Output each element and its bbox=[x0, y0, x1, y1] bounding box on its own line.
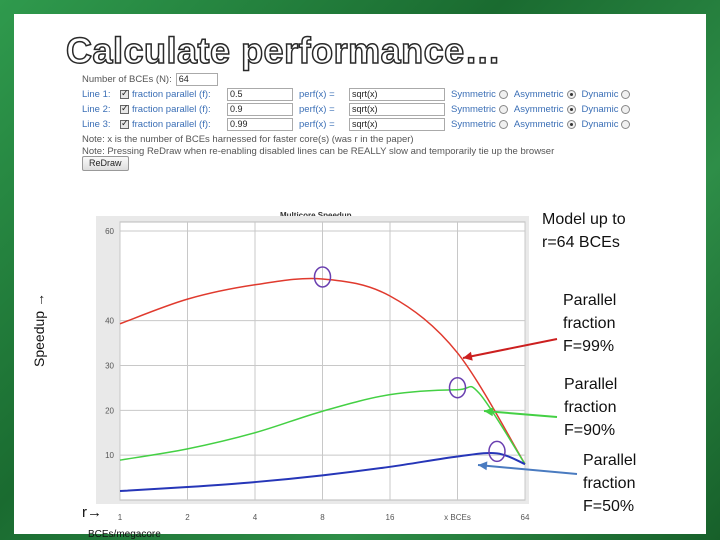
x-tick-label: 16 bbox=[386, 513, 395, 522]
line-2-fraction-input[interactable]: 0.9 bbox=[227, 102, 293, 116]
fraction-label: fraction parallel (f): bbox=[132, 103, 211, 115]
slide-title: Calculate performance… bbox=[65, 29, 502, 72]
asymmetric-label: Asymmetric bbox=[513, 88, 564, 100]
series-line-f90 bbox=[119, 385, 526, 465]
annotation-line: F=90% bbox=[564, 422, 616, 439]
note-2: Note: Pressing ReDraw when re-enabling d… bbox=[82, 145, 555, 157]
arrow-f50-head bbox=[478, 461, 488, 471]
line-row-1: Line 1: fraction parallel (f): 0.5 perf(… bbox=[82, 87, 636, 101]
series-line-f50 bbox=[119, 452, 526, 493]
annotation-line: Model up to bbox=[542, 211, 626, 228]
line-3-symmetric-radio[interactable] bbox=[498, 119, 508, 129]
line-2-checkbox[interactable] bbox=[120, 103, 129, 114]
line-1-fraction-input[interactable]: 0.5 bbox=[227, 87, 293, 101]
line-2-perf-input[interactable]: sqrt(x) bbox=[349, 102, 445, 116]
y-tick-label: 10 bbox=[105, 451, 114, 460]
line-1-symmetric-radio[interactable] bbox=[498, 89, 508, 99]
peak-circle-f99 bbox=[313, 266, 332, 288]
annotation-f50: Parallel fraction F=50% bbox=[583, 449, 636, 518]
annotation-line: F=99% bbox=[563, 338, 615, 355]
chart-title: Multicore Speedup bbox=[280, 211, 352, 220]
x-tick-label: 1 bbox=[118, 513, 123, 522]
redraw-button[interactable]: ReDraw bbox=[82, 156, 129, 171]
annotation-line: fraction bbox=[583, 475, 636, 492]
line-row-3: Line 3: fraction parallel (f): 0.99 perf… bbox=[82, 117, 636, 131]
x-tick-label: 2 bbox=[185, 513, 190, 522]
y-tick-label: 30 bbox=[105, 361, 114, 370]
dynamic-label: Dynamic bbox=[581, 88, 619, 100]
arrow-f50 bbox=[477, 464, 578, 475]
asymmetric-label: Asymmetric bbox=[513, 118, 564, 130]
line-3-fraction-input[interactable]: 0.99 bbox=[227, 117, 293, 131]
fraction-label: fraction parallel (f): bbox=[132, 118, 211, 130]
line-3-asymmetric-radio[interactable] bbox=[566, 119, 576, 129]
bces-input[interactable]: 64 bbox=[175, 72, 218, 86]
y-tick-label: 60 bbox=[105, 227, 114, 236]
line-3-perf-input[interactable]: sqrt(x) bbox=[349, 117, 445, 131]
annotation-line: Parallel bbox=[563, 292, 617, 309]
annotation-line: fraction bbox=[563, 315, 616, 332]
annotation-line: Parallel bbox=[583, 452, 637, 469]
annotation-f90: Parallel fraction F=90% bbox=[564, 373, 617, 442]
annotation-line: fraction bbox=[564, 399, 617, 416]
annotation-model: Model up to r=64 BCEs bbox=[542, 208, 626, 254]
line-2-symmetric-radio[interactable] bbox=[498, 104, 508, 114]
arrow-f99-head bbox=[463, 351, 473, 361]
annotation-line: F=50% bbox=[583, 498, 635, 515]
line-label: Line 3: bbox=[82, 118, 111, 130]
line-1-checkbox[interactable] bbox=[120, 88, 129, 99]
annotation-line: r=64 BCEs bbox=[542, 234, 620, 251]
line-label: Line 1: bbox=[82, 88, 111, 100]
bces-row: Number of BCEs (N): 64 bbox=[82, 72, 218, 86]
peak-circle-f90 bbox=[448, 376, 467, 399]
arrow-f99 bbox=[462, 338, 558, 359]
asymmetric-label: Asymmetric bbox=[513, 103, 564, 115]
x-tick-label: 64 bbox=[521, 513, 530, 522]
line-label: Line 2: bbox=[82, 103, 111, 115]
y-axis-label: Speedup → bbox=[31, 293, 47, 367]
line-2-dynamic-radio[interactable] bbox=[621, 104, 631, 114]
symmetric-label: Symmetric bbox=[451, 103, 496, 115]
arrow-f90 bbox=[483, 410, 558, 418]
dynamic-label: Dynamic bbox=[581, 103, 619, 115]
note-1: Note: x is the number of BCEs harnessed … bbox=[82, 133, 414, 145]
annotation-f99: Parallel fraction F=99% bbox=[563, 289, 616, 358]
y-tick-label: 20 bbox=[105, 406, 114, 415]
y-tick-label: 40 bbox=[105, 317, 114, 326]
line-1-dynamic-radio[interactable] bbox=[621, 89, 631, 99]
line-3-checkbox[interactable] bbox=[120, 118, 129, 129]
x-tick-label: 4 bbox=[253, 513, 258, 522]
annotation-line: Parallel bbox=[564, 376, 618, 393]
dynamic-label: Dynamic bbox=[581, 118, 619, 130]
peak-circle-f50 bbox=[488, 440, 506, 463]
x-tick-label: 8 bbox=[320, 513, 325, 522]
fraction-label: fraction parallel (f): bbox=[132, 88, 211, 100]
line-2-asymmetric-radio[interactable] bbox=[566, 104, 576, 114]
bces-label: Number of BCEs (N): bbox=[82, 73, 172, 85]
line-1-asymmetric-radio[interactable] bbox=[566, 89, 576, 99]
arrow-f90-head bbox=[484, 407, 494, 417]
perf-label: perf(x) = bbox=[299, 88, 335, 100]
line-row-2: Line 2: fraction parallel (f): 0.9 perf(… bbox=[82, 102, 636, 116]
x-axis-sublabel: BCEs/megacore bbox=[88, 529, 161, 540]
line-3-dynamic-radio[interactable] bbox=[621, 119, 631, 129]
x-axis-label: r→ bbox=[82, 504, 102, 521]
perf-label: perf(x) = bbox=[299, 118, 335, 130]
line-1-perf-input[interactable]: sqrt(x) bbox=[349, 87, 445, 101]
perf-label: perf(x) = bbox=[299, 103, 335, 115]
x-tick-label: x BCEs bbox=[444, 513, 471, 522]
symmetric-label: Symmetric bbox=[451, 118, 496, 130]
symmetric-label: Symmetric bbox=[451, 88, 496, 100]
